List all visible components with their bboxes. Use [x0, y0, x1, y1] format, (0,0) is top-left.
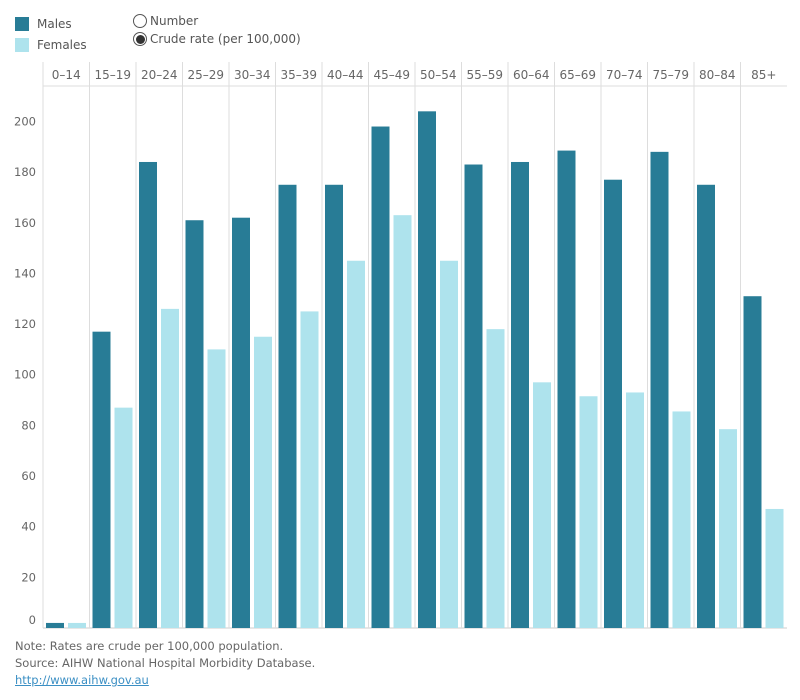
category-label: 25–29 [187, 68, 224, 82]
bar-females [765, 508, 784, 628]
bar-males [46, 622, 64, 628]
bar-males [232, 217, 250, 628]
category-label: 0–14 [52, 68, 81, 82]
legend: Males Females [15, 13, 87, 55]
bar-males [464, 164, 483, 628]
bar-males [92, 331, 111, 628]
bar-males [185, 220, 204, 628]
category-label: 70–74 [606, 68, 643, 82]
bar-males [557, 150, 576, 628]
bar-females [393, 215, 412, 629]
category-label: 50–54 [420, 68, 457, 82]
footer-note: Note: Rates are crude per 100,000 popula… [15, 639, 284, 653]
radio-checked-icon[interactable] [133, 32, 147, 46]
y-tick-label: 180 [14, 165, 36, 179]
source-link[interactable]: http://www.aihw.gov.au [15, 673, 149, 687]
footer-source: Source: AIHW National Hospital Morbidity… [15, 656, 316, 670]
bar-males [278, 184, 297, 628]
category-label: 35–39 [280, 68, 317, 82]
bar-males [418, 111, 436, 629]
bar-females [672, 411, 691, 628]
bar-males [139, 161, 157, 628]
category-label: 30–34 [234, 68, 271, 82]
category-label: 40–44 [327, 68, 364, 82]
y-tick-label: 140 [14, 266, 36, 280]
category-label: 55–59 [466, 68, 503, 82]
y-tick-label: 60 [21, 469, 36, 483]
category-label: 15–19 [94, 68, 131, 82]
bar-females [719, 429, 737, 628]
category-label: 75–79 [652, 68, 689, 82]
measure-selector: Number Crude rate (per 100,000) [133, 12, 301, 48]
bar-females [161, 308, 179, 628]
legend-label: Females [37, 37, 87, 52]
y-tick-label: 20 [21, 570, 36, 584]
category-label: 45–49 [373, 68, 410, 82]
bar-females [114, 407, 133, 628]
bar-males [743, 296, 762, 628]
bar-females [626, 392, 644, 628]
bar-females [300, 311, 319, 628]
radio-label: Number [150, 14, 199, 28]
y-tick-label: 160 [14, 216, 36, 230]
bar-females [486, 329, 505, 628]
y-tick-label: 40 [21, 520, 36, 534]
bar-males [604, 179, 622, 629]
category-label: 20–24 [141, 68, 178, 82]
category-label: 80–84 [699, 68, 736, 82]
category-label: 85+ [751, 68, 776, 82]
footer: Note: Rates are crude per 100,000 popula… [15, 638, 315, 689]
y-tick-label: 120 [14, 317, 36, 331]
males-swatch [15, 16, 29, 31]
females-swatch [15, 37, 29, 52]
bar-females [207, 349, 226, 628]
legend-item-females[interactable]: Females [15, 34, 87, 55]
bar-females [533, 382, 551, 628]
bar-males [371, 126, 390, 628]
bar-females [68, 622, 86, 628]
y-tick-label: 100 [14, 368, 36, 382]
radio-crude-rate[interactable]: Crude rate (per 100,000) [133, 30, 301, 48]
y-tick-label: 200 [14, 114, 36, 128]
y-tick-label: 0 [29, 613, 36, 627]
y-tick-label: 80 [21, 418, 36, 432]
bar-males [650, 151, 669, 628]
bar-females [579, 396, 598, 628]
category-label: 65–69 [559, 68, 596, 82]
bar-females [347, 260, 365, 628]
radio-label: Crude rate (per 100,000) [150, 32, 301, 46]
legend-label: Males [37, 16, 72, 31]
bar-males [325, 184, 343, 628]
bar-males [511, 161, 529, 628]
bar-females [440, 260, 458, 628]
bar-females [254, 336, 272, 628]
category-label: 60–64 [513, 68, 550, 82]
radio-number[interactable]: Number [133, 12, 301, 30]
bar-males [697, 184, 715, 628]
radio-unchecked-icon[interactable] [133, 14, 147, 28]
legend-item-males[interactable]: Males [15, 13, 87, 34]
